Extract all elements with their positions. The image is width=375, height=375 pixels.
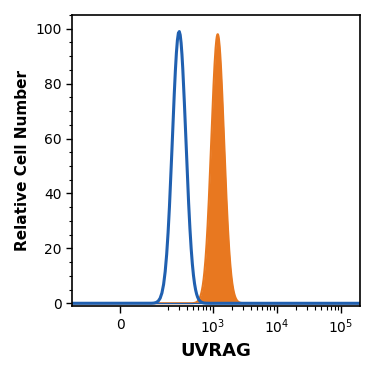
Y-axis label: Relative Cell Number: Relative Cell Number xyxy=(15,70,30,251)
X-axis label: UVRAG: UVRAG xyxy=(181,342,252,360)
